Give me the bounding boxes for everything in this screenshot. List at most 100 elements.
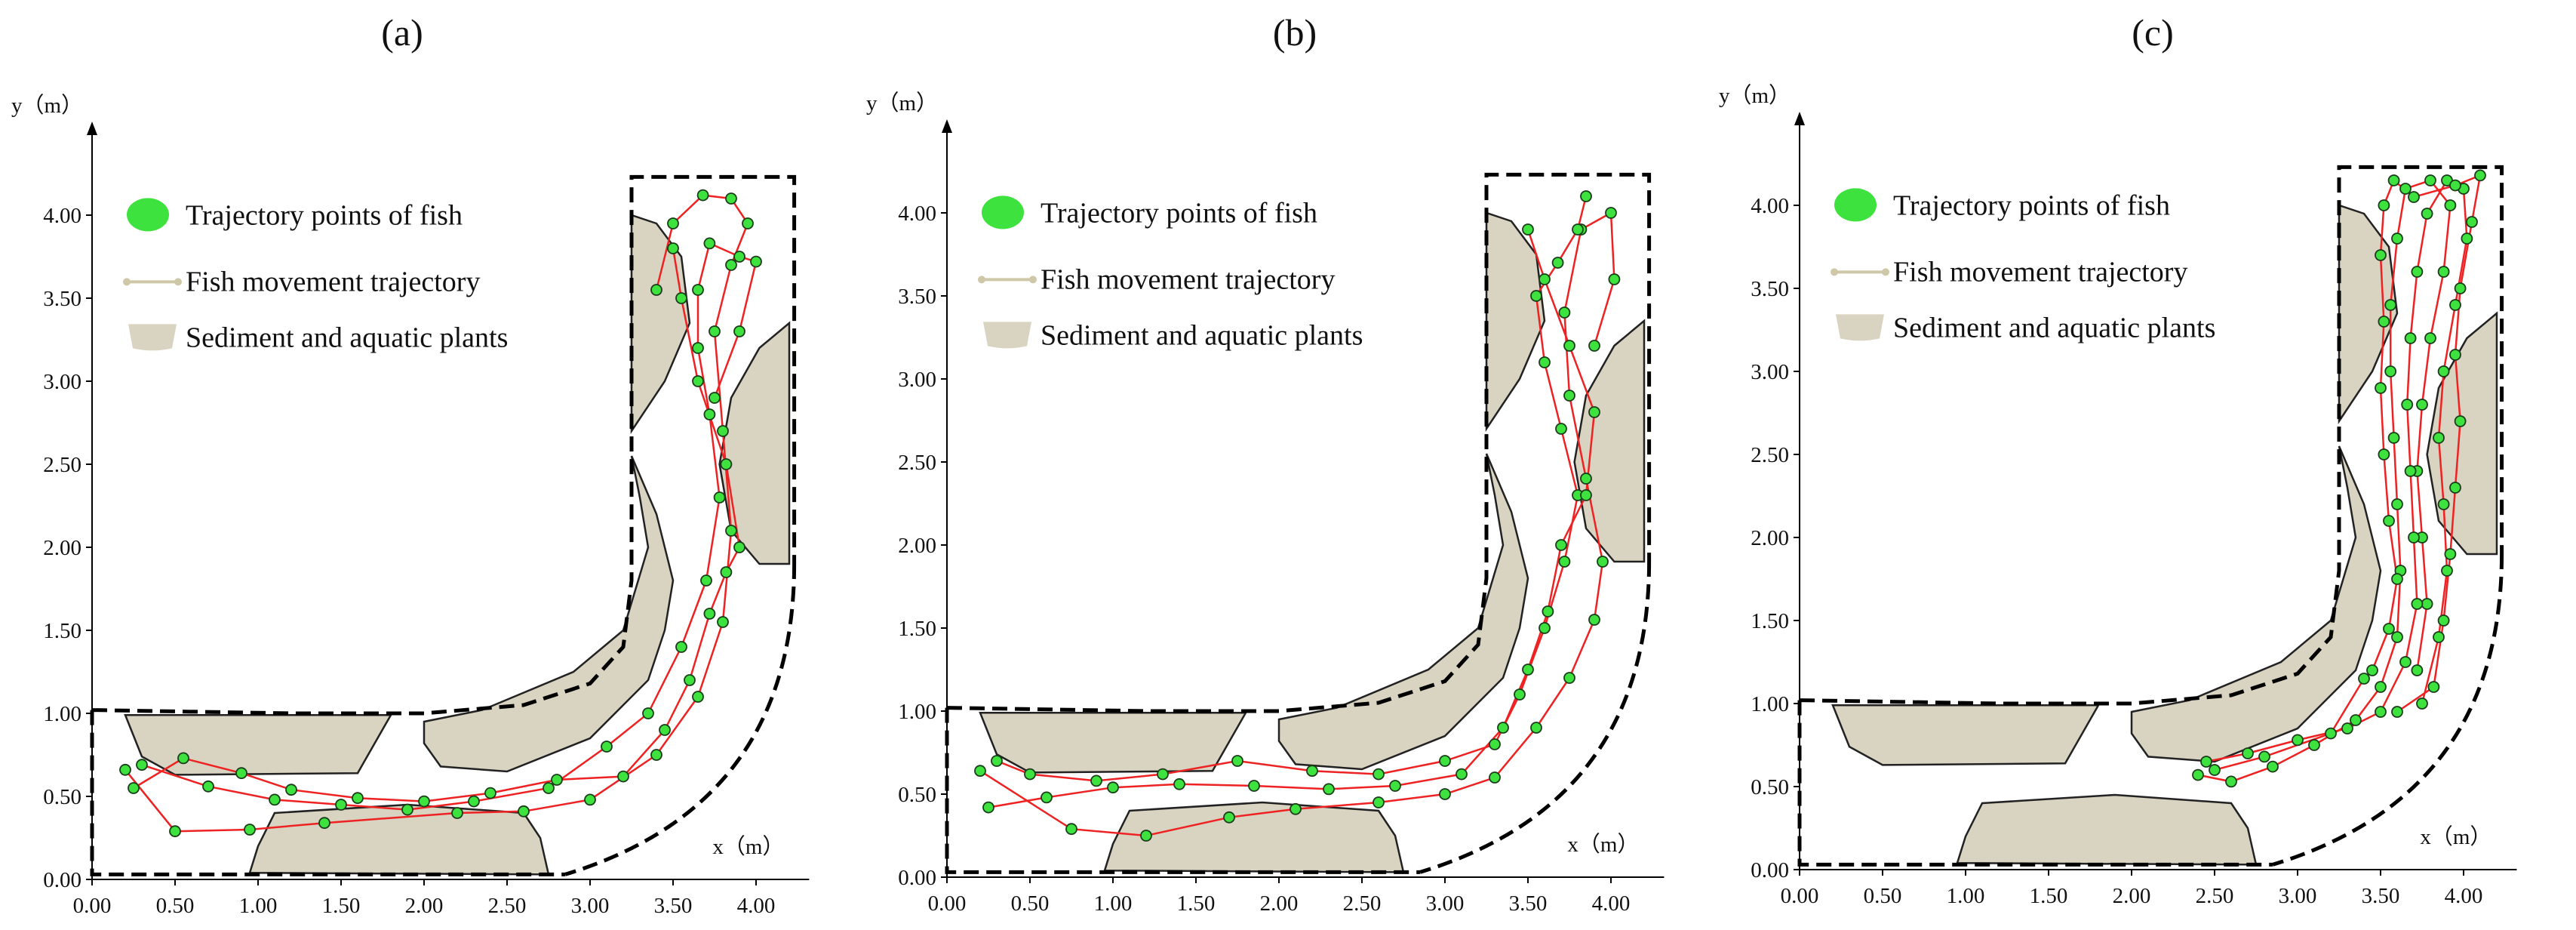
legend-sediment-icon <box>1836 314 1884 341</box>
y-tick-label: 0.50 <box>43 785 81 809</box>
sediment-patch <box>1573 319 1646 563</box>
trajectory-point <box>1551 257 1564 269</box>
legend-label-trajectory: Fish movement trajectory <box>186 266 480 297</box>
channel-boundary-bend <box>564 563 797 876</box>
trajectory-point <box>2399 183 2412 195</box>
x-tick-label: 1.00 <box>1094 892 1133 916</box>
y-tick-label: 0.00 <box>1751 858 1789 882</box>
chart-panel-a: 0.00 0.50 1.00 1.50 2.00 2.50 3.00 3.50 4.00 0.00… <box>11 11 810 918</box>
trajectory-point <box>2454 282 2467 294</box>
legend-line-dot-icon <box>1831 268 1838 276</box>
y-tick-label: 1.00 <box>43 702 81 726</box>
trajectory-point <box>1539 356 1551 368</box>
trajectory-point <box>2391 706 2403 718</box>
trajectory-point <box>119 763 131 776</box>
legend-label-points: Trajectory points of fish <box>1041 197 1317 229</box>
trajectory-point <box>2474 169 2486 182</box>
trajectory-point <box>713 491 726 503</box>
trajectory-point <box>468 795 480 808</box>
trajectory-point <box>2192 768 2204 781</box>
legend-line-dot-icon <box>123 278 131 286</box>
sediment-patch <box>1831 704 2101 766</box>
legend-point-icon <box>127 198 169 232</box>
trajectory-point <box>1588 406 1600 418</box>
trajectory-point <box>2437 266 2450 278</box>
trajectory-point <box>484 787 496 799</box>
trajectory-point <box>1558 556 1571 568</box>
trajectory-point <box>2449 482 2461 494</box>
trajectory-point <box>991 755 1003 767</box>
x-tick-label: 0.00 <box>73 894 112 918</box>
trajectory-point <box>703 608 716 620</box>
legend-sediment-icon <box>128 324 177 351</box>
trajectory-point <box>733 325 745 337</box>
trajectory-point <box>2258 750 2270 763</box>
x-tick-label: 3.00 <box>2279 884 2317 908</box>
trajectory-point <box>235 767 247 780</box>
x-axis-label: x（m） <box>1567 833 1639 857</box>
trajectory-point <box>601 741 613 753</box>
trajectory-point <box>1563 390 1575 402</box>
trajectory-point <box>1041 791 1053 804</box>
x-tick-label: 2.50 <box>488 894 527 918</box>
trajectory-point <box>136 759 148 771</box>
trajectory-point <box>2433 432 2445 444</box>
x-tick-label: 0.50 <box>1864 884 1902 908</box>
trajectory-point <box>285 784 297 796</box>
trajectory-point <box>202 780 214 793</box>
trajectory-point <box>269 793 281 806</box>
panel-title: (b) <box>1273 11 1317 54</box>
trajectory-point <box>675 292 687 304</box>
trajectory-point <box>1389 780 1401 792</box>
sediment-patch <box>2130 445 2382 763</box>
trajectory-point <box>2411 598 2424 610</box>
trajectory-point <box>2427 681 2440 693</box>
y-tick-label: 1.50 <box>1751 609 1789 633</box>
x-tick-label: 2.50 <box>2196 884 2234 908</box>
x-tick-label: 2.50 <box>1343 892 1382 916</box>
trajectory-point <box>1580 489 1592 501</box>
trajectory-point <box>1555 423 1567 435</box>
trajectory-point <box>700 574 712 587</box>
trajectory-point <box>1065 823 1077 836</box>
x-tick-label: 2.00 <box>1260 892 1299 916</box>
trajectory-point <box>2375 249 2387 261</box>
trajectory-point <box>1107 781 1119 794</box>
trajectory-point <box>1439 788 1451 800</box>
y-tick-label: 3.50 <box>1751 277 1789 301</box>
trajectory-point <box>177 752 189 765</box>
x-tick-label: 4.00 <box>1592 892 1631 916</box>
trajectory-point <box>2383 623 2395 635</box>
trajectory-point <box>2391 573 2403 585</box>
trajectory-point <box>2209 764 2221 776</box>
trajectory-point <box>2408 191 2420 203</box>
trajectory-point <box>2449 349 2461 361</box>
trajectory-point <box>2401 399 2414 411</box>
y-tick-label: 0.50 <box>1751 775 1789 799</box>
trajectory-point <box>2378 316 2390 328</box>
trajectory-point <box>1542 605 1554 617</box>
trajectory-point <box>1024 768 1036 781</box>
y-tick-label: 0.00 <box>898 866 936 890</box>
legend-label-trajectory: Fish movement trajectory <box>1041 263 1335 295</box>
trajectory-point <box>1157 768 1169 781</box>
trajectory-point <box>1306 765 1318 778</box>
trajectory-point <box>1373 768 1385 781</box>
trajectory-point <box>692 375 704 387</box>
trajectory-point <box>2378 448 2390 460</box>
trajectory-point <box>1563 340 1575 352</box>
trajectory-point <box>1555 539 1567 551</box>
trajectory-point <box>128 782 140 794</box>
trajectory-point <box>1588 614 1600 626</box>
trajectory-point <box>725 259 737 271</box>
legend-label-trajectory: Fish movement trajectory <box>1893 256 2187 288</box>
trajectory-point <box>1530 290 1542 302</box>
trajectory-point <box>1323 783 1335 796</box>
trajectory-point <box>1522 223 1534 236</box>
sediment-patch <box>1277 453 1529 771</box>
sediment-patch <box>124 713 393 776</box>
trajectory-point <box>169 825 181 838</box>
trajectory-point <box>717 425 729 437</box>
trajectory-point <box>2404 465 2417 477</box>
y-tick-label: 2.00 <box>1751 526 1789 550</box>
